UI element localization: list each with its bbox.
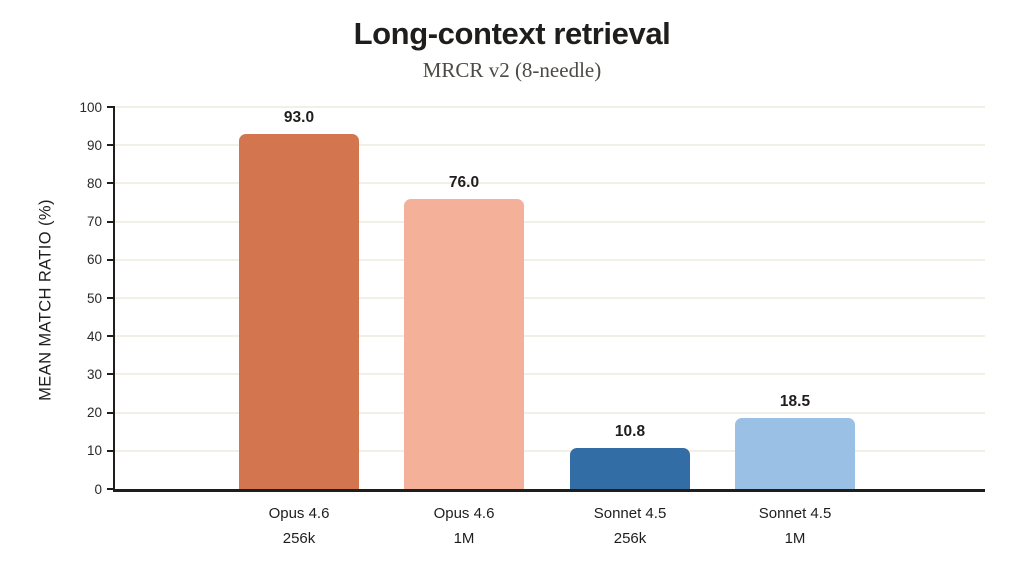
y-tick-label: 50 — [86, 290, 102, 306]
bar-group-sonnet-4-5-256k: 10.8 Sonnet 4.5 256k — [570, 107, 690, 546]
y-tick-100: 100 — [61, 99, 115, 115]
bar-group-sonnet-4-5-1m: 18.5 Sonnet 4.5 1M — [735, 107, 855, 546]
bar-opus-4-6-1m — [404, 198, 524, 489]
y-tick-mark — [107, 335, 115, 338]
x-axis-label-sonnet-4-5-1m: Sonnet 4.5 1M — [735, 506, 855, 546]
y-tick-70: 70 — [61, 214, 115, 230]
y-tick-mark — [107, 182, 115, 185]
x-label-context: 1M — [453, 530, 475, 547]
bar-group-opus-4-6-256k: 93.0 Opus 4.6 256k — [239, 107, 359, 546]
gridline-10 — [115, 449, 985, 452]
y-tick-mark — [107, 449, 115, 452]
y-tick-mark — [107, 488, 115, 490]
y-tick-mark — [107, 411, 115, 414]
y-tick-20: 20 — [61, 405, 115, 421]
y-tick-label: 30 — [86, 366, 102, 382]
chart-title: Long-context retrieval — [353, 16, 671, 51]
x-axis-label-sonnet-4-5-256k: Sonnet 4.5 256k — [570, 506, 690, 546]
bar-value-label: 76.0 — [448, 173, 480, 191]
bar-opus-4-6-256k — [239, 133, 359, 489]
x-label-context: 1M — [784, 530, 806, 547]
y-tick-mark — [107, 220, 115, 223]
y-tick-40: 40 — [61, 328, 115, 344]
bar-group-opus-4-6-1m: 76.0 Opus 4.6 1M — [404, 107, 524, 546]
y-tick-mark — [107, 373, 115, 376]
y-tick-60: 60 — [61, 252, 115, 268]
y-tick-label: 100 — [79, 99, 102, 115]
gridline-90 — [115, 144, 985, 147]
x-label-model: Opus 4.6 — [433, 505, 495, 522]
y-tick-label: 70 — [86, 214, 102, 230]
x-label-context: 256k — [282, 530, 316, 547]
x-label-context: 256k — [613, 530, 647, 547]
plot-area: 0 10 20 30 40 50 60 70 80 90 100 93.0 Op… — [79, 100, 985, 546]
y-tick-10: 10 — [61, 443, 115, 459]
y-tick-90: 90 — [61, 137, 115, 153]
y-tick-label: 80 — [86, 175, 102, 191]
x-label-model: Sonnet 4.5 — [758, 505, 832, 522]
y-tick-mark — [107, 144, 115, 147]
y-tick-label: 10 — [86, 443, 102, 459]
gridline-80 — [115, 182, 985, 185]
y-tick-30: 30 — [61, 366, 115, 382]
y-tick-label: 40 — [86, 328, 102, 344]
x-axis-label-opus-4-6-256k: Opus 4.6 256k — [239, 506, 359, 546]
y-axis-title: MEAN MATCH RATIO (%) — [36, 199, 55, 401]
gridline-100 — [115, 106, 985, 108]
y-tick-mark — [107, 258, 115, 261]
bar-value-label: 18.5 — [779, 393, 811, 411]
y-tick-label: 0 — [94, 481, 102, 497]
y-tick-80: 80 — [61, 175, 115, 191]
y-tick-0: 0 — [61, 481, 115, 497]
chart-subtitle: MRCR v2 (8-needle) — [422, 58, 602, 82]
y-tick-mark — [107, 106, 115, 108]
bar-sonnet-4-5-1m — [735, 418, 855, 489]
gridline-40 — [115, 335, 985, 338]
y-tick-50: 50 — [61, 290, 115, 306]
y-tick-mark — [107, 297, 115, 299]
bar-value-label: 10.8 — [614, 422, 646, 440]
bar-value-label: 93.0 — [283, 108, 315, 126]
gridline-60 — [115, 258, 985, 261]
gridline-70 — [115, 220, 985, 223]
gridline-50 — [115, 297, 985, 299]
bar-sonnet-4-5-256k — [570, 447, 690, 489]
y-tick-label: 20 — [86, 405, 102, 421]
y-tick-label: 60 — [86, 252, 102, 268]
y-tick-label: 90 — [86, 137, 102, 153]
x-label-model: Sonnet 4.5 — [593, 505, 667, 522]
x-axis-label-opus-4-6-1m: Opus 4.6 1M — [404, 506, 524, 546]
gridline-30 — [115, 373, 985, 376]
gridline-20 — [115, 411, 985, 414]
x-label-model: Opus 4.6 — [268, 505, 330, 522]
